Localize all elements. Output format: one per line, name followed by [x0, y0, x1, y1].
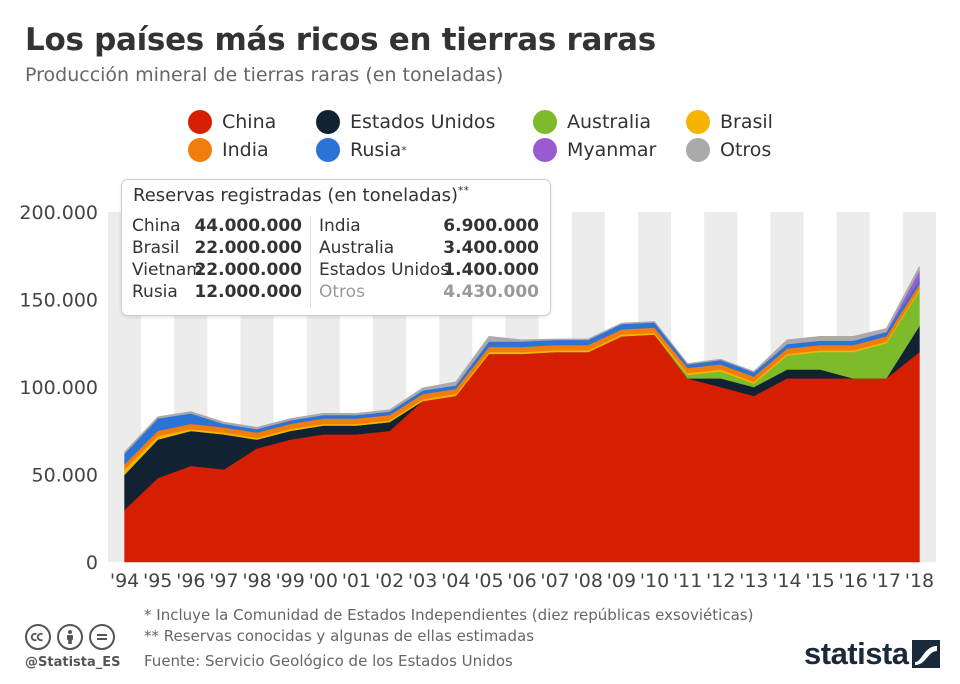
statista-logo: statista [804, 636, 940, 672]
reserve-country: Vietnam [132, 260, 203, 280]
x-tick-label: '10 [640, 570, 669, 592]
x-tick-label: '95 [143, 570, 172, 592]
x-tick-label: '99 [275, 570, 304, 592]
reserve-value: 1.400.000 [443, 260, 539, 280]
x-tick-label: '04 [441, 570, 470, 592]
legend-swatch [533, 138, 557, 162]
legend-item-rusia: Rusia * [316, 138, 407, 162]
legend-item-estados-unidos: Estados Unidos [316, 110, 495, 134]
legend-item-china: China [188, 110, 276, 134]
reserve-country: Otros [319, 282, 365, 302]
x-tick-label: '02 [375, 570, 404, 592]
y-tick-label: 200.000 [19, 202, 98, 224]
reserve-value: 6.900.000 [443, 216, 539, 236]
legend-item-myanmar: Myanmar [533, 138, 656, 162]
legend-swatch [316, 110, 340, 134]
reserves-right-column: India 6.900.000 Australia 3.400.000 Estado… [319, 216, 539, 304]
x-tick-label: '05 [474, 570, 503, 592]
source-note: Fuente: Servicio Geológico de los Estado… [144, 652, 513, 670]
reserve-row: Vietnam 22.000.000 [132, 260, 302, 282]
x-tick-label: '15 [805, 570, 834, 592]
reserve-row: Brasil 22.000.000 [132, 238, 302, 260]
legend-swatch [188, 138, 212, 162]
chart-subtitle: Producción mineral de tierras raras (en … [25, 64, 504, 86]
legend-label: Myanmar [567, 139, 657, 161]
reserve-country: Australia [319, 238, 395, 258]
area-series-otros [124, 266, 920, 455]
reserves-footnote-mark: ** [458, 184, 470, 197]
reserve-value: 12.000.000 [194, 282, 302, 302]
footnote-reserves: ** Reservas conocidas y algunas de ellas… [144, 627, 535, 645]
x-tick-label: '97 [209, 570, 238, 592]
legend-label: Estados Unidos [350, 111, 496, 133]
legend-item-australia: Australia [533, 110, 651, 134]
x-tick-label: '00 [309, 570, 338, 592]
x-tick-label: '09 [607, 570, 636, 592]
legend-item-india: India [188, 138, 269, 162]
creative-commons-icon [25, 624, 51, 650]
legend-swatch [686, 138, 710, 162]
legend-swatch [316, 138, 340, 162]
x-tick-label: '01 [342, 570, 371, 592]
x-tick-label: '03 [408, 570, 437, 592]
legend-item-brasil: Brasil [686, 110, 773, 134]
reserve-value: 3.400.000 [443, 238, 539, 258]
reserve-country: Estados Unidos [319, 260, 450, 280]
x-tick-label: '13 [739, 570, 768, 592]
legend-label: Rusia [350, 139, 402, 161]
y-tick-label: 100.000 [19, 377, 98, 399]
reserve-row: China 44.000.000 [132, 216, 302, 238]
legend-swatch [686, 110, 710, 134]
reserve-country: India [319, 216, 361, 236]
reserve-value: 22.000.000 [194, 260, 302, 280]
x-tick-label: '96 [176, 570, 205, 592]
x-tick-label: '17 [872, 570, 901, 592]
x-tick-label: '94 [110, 570, 139, 592]
license-icons [25, 624, 115, 650]
reserve-country: Rusia [132, 282, 178, 302]
chart-title: Los países más ricos en tierras raras [25, 22, 656, 58]
reserves-left-column: China 44.000.000 Brasil 22.000.000 Vietnam… [132, 216, 302, 304]
y-tick-label: 0 [86, 552, 98, 574]
x-tick-label: '18 [905, 570, 934, 592]
logo-mark-icon [911, 640, 940, 668]
legend-label: China [222, 111, 277, 133]
reserve-row: Estados Unidos 1.400.000 [319, 260, 539, 282]
attribution-icon [57, 624, 83, 650]
reserves-title: Reservas registradas (en toneladas)** [133, 184, 470, 206]
legend-label: Brasil [720, 111, 773, 133]
reserves-divider [310, 216, 311, 308]
legend-swatch [533, 110, 557, 134]
legend-footnote-mark: * [401, 143, 407, 157]
reserve-row: Australia 3.400.000 [319, 238, 539, 260]
reserve-row: India 6.900.000 [319, 216, 539, 238]
reserve-row: Otros 4.430.000 [319, 282, 539, 304]
no-derivatives-icon [89, 624, 115, 650]
reserve-country: China [132, 216, 181, 236]
footnote-cis: * Incluye la Comunidad de Estados Indepe… [144, 606, 754, 624]
y-tick-label: 150.000 [19, 290, 98, 312]
reserves-box: Reservas registradas (en toneladas)** Ch… [121, 179, 551, 316]
x-tick-label: '16 [838, 570, 867, 592]
reserve-row: Rusia 12.000.000 [132, 282, 302, 304]
x-tick-label: '07 [540, 570, 569, 592]
legend-swatch [188, 110, 212, 134]
x-tick-label: '14 [772, 570, 801, 592]
x-tick-label: '08 [574, 570, 603, 592]
x-tick-label: '12 [706, 570, 735, 592]
reserve-country: Brasil [132, 238, 180, 258]
x-tick-label: '98 [242, 570, 271, 592]
reserve-value: 22.000.000 [194, 238, 302, 258]
reserve-value: 4.430.000 [443, 282, 539, 302]
y-tick-label: 50.000 [32, 465, 98, 487]
legend-label: India [222, 139, 269, 161]
x-tick-label: '06 [507, 570, 536, 592]
reserve-value: 44.000.000 [194, 216, 302, 236]
legend-label: Otros [720, 139, 772, 161]
legend-item-otros: Otros [686, 138, 771, 162]
legend-label: Australia [567, 111, 652, 133]
x-tick-label: '11 [673, 570, 702, 592]
social-handle: @Statista_ES [25, 655, 121, 670]
logo-wordmark: statista [804, 636, 909, 671]
